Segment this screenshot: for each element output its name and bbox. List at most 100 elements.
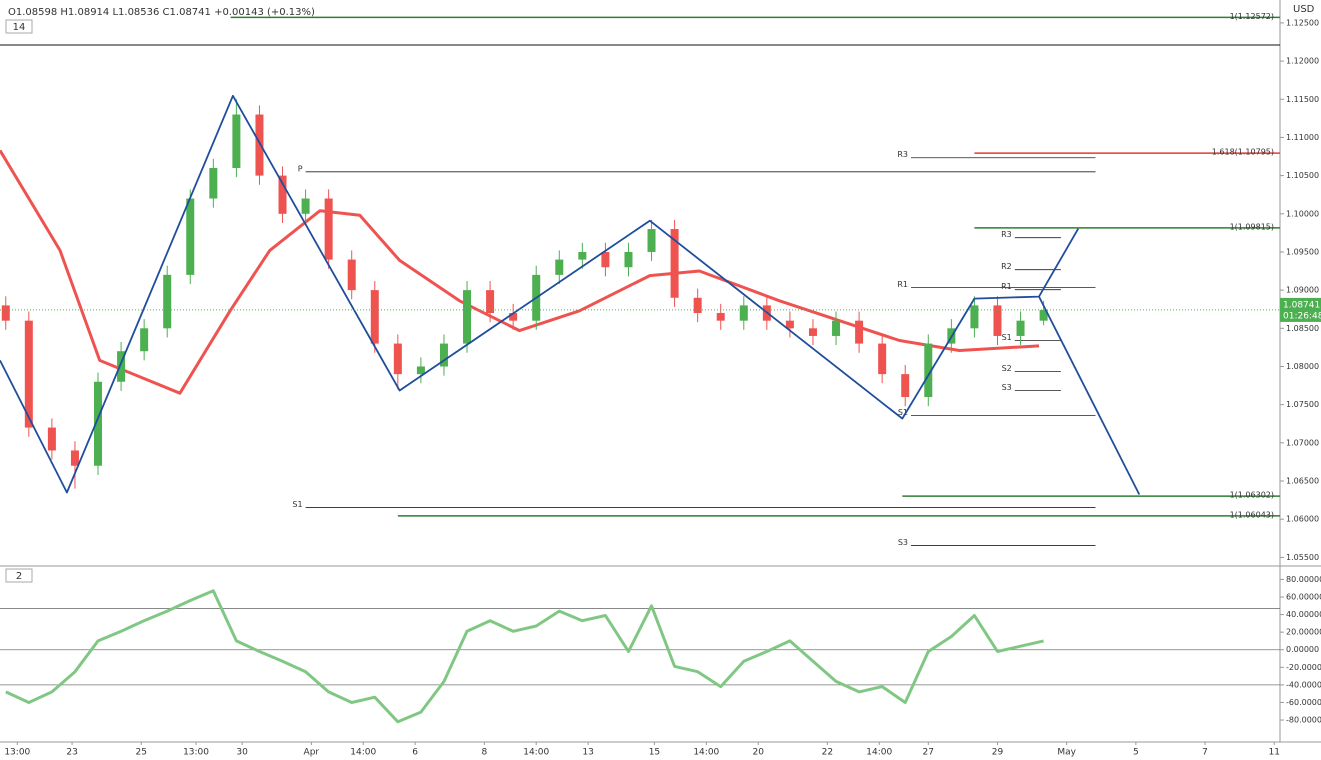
x-tick-label: 14:00 — [523, 748, 549, 758]
x-tick-label: 7 — [1202, 748, 1208, 758]
candle-body — [70, 450, 79, 466]
x-tick-label: 20 — [752, 748, 764, 758]
pane-label-box[interactable] — [5, 568, 33, 583]
y-tick-label: -60.00000 — [1286, 698, 1321, 707]
y-tick-label: 0.00000 — [1286, 645, 1319, 654]
pivot-label: S3 — [898, 538, 908, 547]
candle-body — [555, 259, 564, 275]
x-tick-label: 13 — [582, 748, 593, 758]
candle-body — [24, 320, 33, 428]
candle-body — [924, 343, 933, 398]
y-tick-label: 80.00000 — [1286, 575, 1321, 584]
candle-body — [393, 343, 402, 375]
candle-body — [439, 343, 448, 367]
pivot-label: R3 — [897, 150, 908, 159]
x-tick-label: 14:00 — [866, 748, 892, 758]
candle-body — [716, 313, 725, 321]
fib-label: 1(1.09815) — [1230, 222, 1274, 231]
y-tick-label: 20.00000 — [1286, 628, 1321, 637]
candle-body — [486, 290, 495, 314]
last-price: 1.08741 — [1283, 300, 1320, 310]
pivot-label: P — [298, 164, 303, 173]
y-tick-label: 1.07500 — [1286, 400, 1319, 409]
y-tick-label: 1.07000 — [1286, 438, 1319, 447]
x-tick-label: 8 — [481, 748, 487, 758]
pane-label[interactable]: 14 — [13, 22, 26, 33]
fib-label: 1(1.06043) — [1230, 510, 1274, 519]
pattern-projection — [1038, 296, 1141, 495]
pivot-label: R1 — [897, 280, 908, 289]
pivot-label: R1 — [1001, 282, 1012, 291]
x-tick-label: 13:00 — [4, 748, 30, 758]
pivot-label: R3 — [1001, 230, 1012, 239]
candle-body — [278, 175, 287, 214]
candle-body — [901, 374, 910, 398]
candle-body — [324, 198, 333, 260]
candle-body — [739, 305, 748, 321]
candle-body — [878, 343, 887, 375]
pivot-label: S1 — [292, 500, 302, 509]
candle-body — [347, 259, 356, 291]
candle-body — [808, 328, 817, 336]
y-tick-label: 1.10500 — [1286, 171, 1319, 180]
ohlc-legend: O1.08598 H1.08914 L1.08536 C1.08741 +0.0… — [8, 7, 315, 18]
y-tick-label: 1.12500 — [1286, 18, 1319, 27]
x-tick-label: 15 — [649, 748, 660, 758]
y-tick-label: 1.12000 — [1286, 57, 1319, 66]
y-tick-label: 1.11000 — [1286, 133, 1319, 142]
candle-body — [647, 229, 656, 252]
pane-label-box[interactable] — [5, 19, 33, 34]
pivot-label: S2 — [1002, 364, 1012, 373]
candle-body — [1039, 309, 1048, 321]
x-tick-label: 25 — [136, 748, 147, 758]
pivot-label: S1 — [1002, 333, 1012, 342]
candle-body — [670, 229, 679, 298]
candle-body — [209, 167, 218, 199]
candle-body — [785, 320, 794, 329]
y-tick-label: 40.00000 — [1286, 610, 1321, 619]
zigzag-pattern — [0, 94, 1079, 494]
candle-body — [117, 351, 126, 382]
y-tick-label: -80.00000 — [1286, 716, 1321, 725]
pivot-label: S1 — [898, 408, 908, 417]
candle-body — [232, 114, 241, 168]
candle-body — [624, 251, 633, 268]
oscillator-line — [5, 589, 1044, 724]
fib-label: 1.618(1.10795) — [1212, 148, 1274, 157]
x-tick-label: 6 — [412, 748, 418, 758]
y-tick-label: 1.11500 — [1286, 95, 1319, 104]
candle-body — [186, 198, 195, 275]
x-tick-label: 23 — [66, 748, 77, 758]
candle-body — [578, 251, 587, 260]
candle-body — [601, 251, 610, 268]
last-price-box — [1280, 297, 1321, 322]
x-tick-label: 27 — [923, 748, 934, 758]
x-tick-label: Apr — [304, 748, 320, 758]
x-tick-label: 11 — [1269, 748, 1280, 758]
candle-body — [140, 328, 149, 352]
fib-label: 1(1.06302) — [1230, 491, 1274, 500]
x-tick-label: 13:00 — [183, 748, 209, 758]
candle-body — [370, 290, 379, 344]
y-tick-label: 1.09000 — [1286, 286, 1319, 295]
x-tick-label: 14:00 — [693, 748, 719, 758]
pivot-label: R2 — [1001, 262, 1012, 271]
candle-body — [970, 305, 979, 329]
candle-body — [509, 313, 518, 321]
candle-body — [1016, 320, 1025, 336]
pivot-label: S3 — [1002, 383, 1012, 392]
x-tick-label: 30 — [236, 748, 248, 758]
currency: USD — [1293, 4, 1315, 15]
pane-label[interactable]: 2 — [16, 571, 22, 582]
x-tick-label: 14:00 — [350, 748, 376, 758]
candle-body — [163, 274, 172, 329]
y-tick-label: 60.00000 — [1286, 593, 1321, 602]
candle-body — [255, 114, 264, 176]
x-tick-label: May — [1057, 748, 1076, 758]
candle-body — [832, 320, 841, 336]
candle-body — [416, 366, 425, 375]
y-tick-label: 1.10000 — [1286, 209, 1319, 218]
x-tick-label: 29 — [992, 748, 1004, 758]
